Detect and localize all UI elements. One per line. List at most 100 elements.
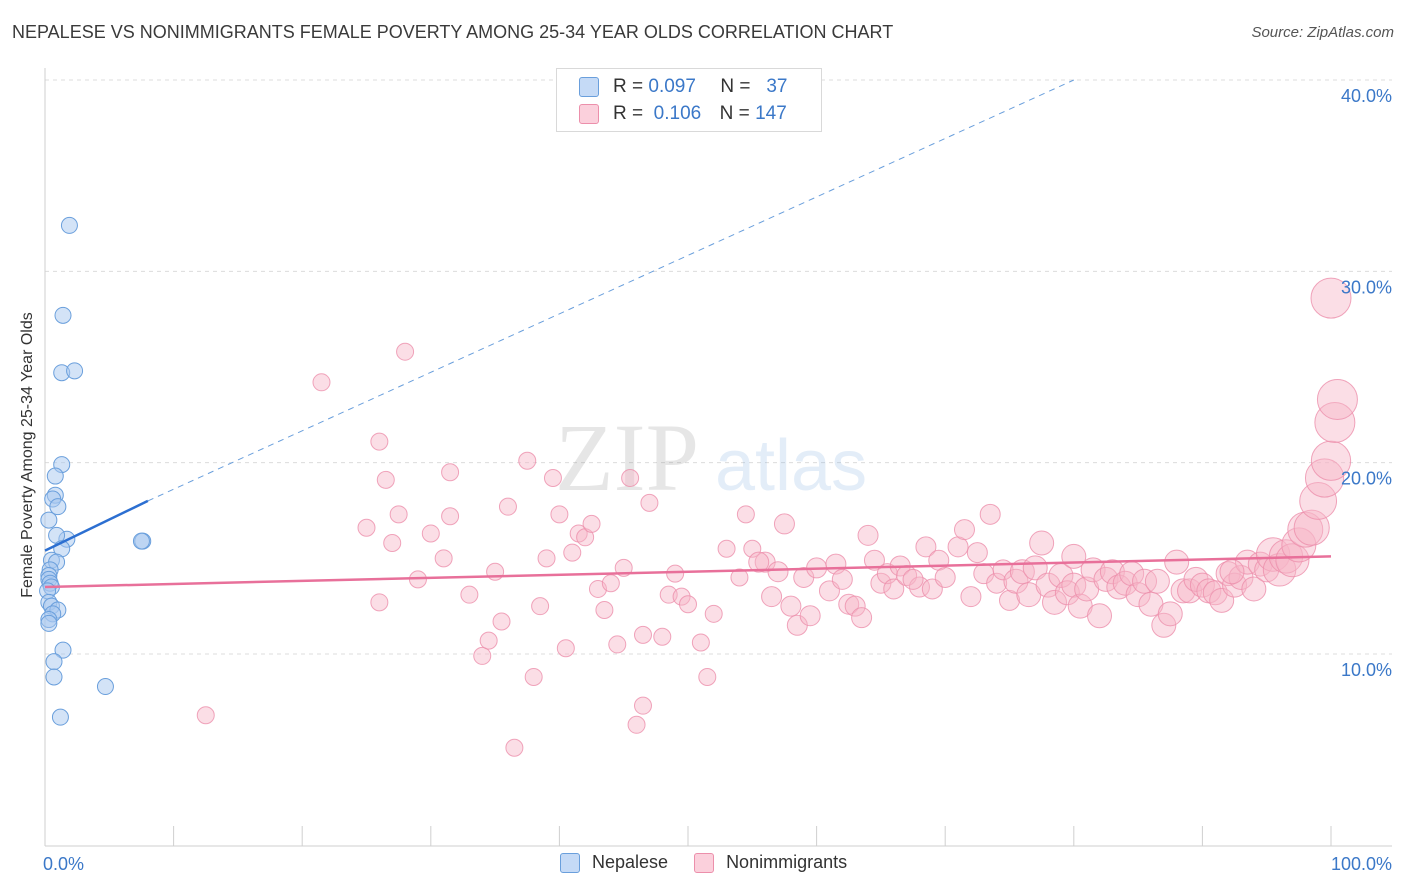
nonimmigrants-point (666, 564, 685, 583)
nepalese-points (39, 216, 152, 726)
nonimmigrants-point (1042, 589, 1068, 615)
nonimmigrants-point (633, 696, 652, 715)
nepalese-point (51, 708, 69, 726)
nonimmigrants-point (1219, 559, 1245, 585)
legend-swatch-nepalese (560, 852, 580, 873)
nonimmigrants-point (1151, 612, 1177, 638)
nonimmigrants-point (312, 373, 331, 392)
nonimmigrants-point (460, 585, 479, 604)
nonimmigrants-point (389, 505, 408, 524)
nonimmigrants-point (1304, 458, 1345, 498)
nonimmigrants-point (1222, 572, 1248, 598)
nonimmigrants-point (704, 604, 723, 623)
y-tick-label: 30.0% (1341, 277, 1392, 297)
nonimmigrants-point (370, 432, 389, 451)
legend-r-label: R = (613, 76, 644, 97)
legend-row-nepalese: R = 0.097 N = 37 (579, 74, 787, 100)
legend-n-label: N = (720, 76, 751, 97)
correlation-legend: R = 0.097 N = 37 R = 0.106 N = 147 (556, 68, 822, 132)
nonimmigrants-point (537, 549, 556, 568)
nonimmigrants-point (498, 497, 517, 516)
nonimmigrants-point (421, 524, 440, 543)
nonimmigrants-point (851, 607, 873, 629)
nonimmigrants-point (979, 503, 1001, 525)
nonimmigrants-point (1241, 576, 1267, 602)
nonimmigrants-point (531, 597, 550, 616)
nonimmigrants-point (601, 574, 620, 593)
y-tick-label: 20.0% (1341, 469, 1392, 489)
nonimmigrants-point (999, 589, 1020, 611)
nonimmigrants-point (1310, 277, 1352, 319)
nonimmigrants-point (966, 542, 988, 564)
nonimmigrants-point (505, 738, 524, 757)
nonimmigrants-point (863, 549, 885, 571)
nonimmigrants-point (767, 561, 789, 583)
nonimmigrants-point (640, 493, 659, 512)
nepalese-point (45, 653, 63, 671)
nonimmigrants-point (1035, 572, 1061, 598)
nonimmigrants-point (627, 715, 646, 734)
tick-labels: 10.0% 20.0% 30.0% 40.0% 0.0% 100.0% (43, 86, 1392, 874)
nonimmigrants-point (1310, 440, 1352, 481)
nonimmigrants-point (748, 551, 770, 573)
nonimmigrants-point (736, 505, 755, 524)
nepalese-trend-extension (147, 79, 1075, 502)
y-tick-label: 40.0% (1341, 86, 1392, 106)
nonimmigrants-point (1157, 601, 1183, 627)
nepalese-point (132, 532, 150, 550)
nonimmigrants-point (1022, 555, 1048, 581)
nonimmigrants-point (479, 631, 498, 650)
nonimmigrants-point (986, 572, 1008, 594)
nonimmigrants-point (780, 595, 802, 617)
legend-label-nepalese: Nepalese (592, 852, 669, 872)
nonimmigrants-point (441, 463, 460, 482)
nonimmigrants-point (691, 633, 710, 652)
nepalese-point (66, 362, 84, 380)
legend-swatch-nonimmigrants (694, 852, 715, 873)
nonimmigrants-point (960, 586, 982, 608)
nonimmigrants-point (633, 625, 652, 644)
nonimmigrants-points (196, 277, 1358, 757)
nonimmigrants-point (1177, 578, 1203, 604)
legend-n-value: 37 (766, 76, 788, 97)
nonimmigrants-point (473, 646, 492, 665)
nonimmigrants-point (1054, 580, 1080, 606)
nepalese-point (60, 216, 78, 234)
legend-item-nepalese[interactable]: Nepalese (560, 852, 668, 873)
series-legend: Nepalese Nonimmigrants (560, 852, 873, 873)
legend-r-label: R = (613, 103, 644, 124)
nonimmigrants-point (698, 667, 717, 686)
legend-r-value: 0.097 (648, 76, 696, 97)
nonimmigrants-point (1125, 582, 1151, 608)
nepalese-point (49, 498, 67, 516)
nonimmigrants-point (679, 595, 697, 614)
nonimmigrants-point (434, 549, 453, 568)
nonimmigrants-point (717, 539, 736, 558)
nepalese-point (54, 306, 72, 324)
nonimmigrants-point (383, 534, 402, 553)
nepalese-trend-dashed (147, 79, 1075, 502)
nonimmigrants-point (608, 635, 627, 654)
nonimmigrants-point (1314, 401, 1356, 443)
nepalese-point (40, 614, 58, 632)
nonimmigrants-point (1164, 549, 1190, 575)
nonimmigrants-point (831, 568, 853, 590)
x-tick-label: 100.0% (1331, 854, 1392, 874)
legend-row-nonimmigrants: R = 0.106 N = 147 (579, 101, 787, 127)
chart-title: NEPALESE VS NONIMMIGRANTS FEMALE POVERTY… (12, 22, 894, 42)
legend-r-value: 0.106 (653, 103, 702, 124)
nonimmigrants-point (1144, 568, 1170, 594)
legend-swatch-nepalese (579, 77, 599, 97)
legend-item-nonimmigrants[interactable]: Nonimmigrants (694, 852, 847, 873)
nonimmigrants-point (518, 451, 537, 470)
watermark-zip: ZIP (555, 404, 699, 511)
nonimmigrants-point (934, 566, 956, 588)
nonimmigrants-point (556, 639, 575, 658)
nonimmigrants-point (370, 593, 389, 612)
nonimmigrants-point (1080, 557, 1106, 583)
watermark-atlas: atlas (715, 426, 867, 506)
nonimmigrants-point (1316, 379, 1358, 421)
nonimmigrants-point (357, 518, 376, 537)
nonimmigrants-point (761, 586, 783, 608)
nonimmigrants-point (376, 470, 395, 489)
